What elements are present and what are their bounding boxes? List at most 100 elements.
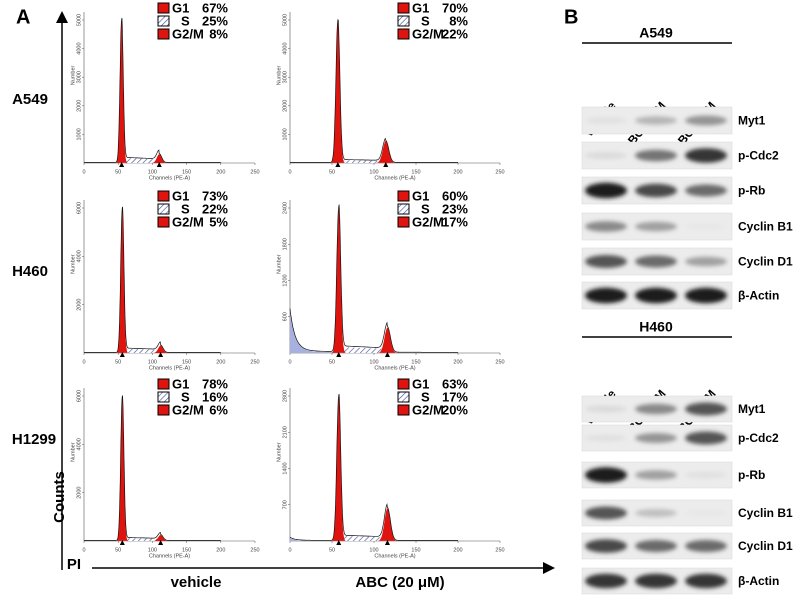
band — [685, 540, 727, 552]
peak-marker — [383, 162, 389, 167]
y-title: Number — [70, 442, 76, 462]
legend-phase: G2/M — [172, 402, 204, 417]
debris — [290, 537, 341, 541]
x-tick-label: 100 — [148, 169, 157, 175]
band — [685, 509, 727, 517]
peak-marker — [119, 352, 125, 357]
x-axis-label: PI — [67, 556, 81, 573]
protein-label: Cyclin D1 — [738, 255, 793, 269]
x-tick-label: 0 — [288, 169, 291, 175]
y-title: Number — [276, 442, 282, 462]
legend-value: 60% — [442, 188, 468, 203]
x-tick-label: 0 — [82, 547, 85, 553]
x-tick-label: 200 — [453, 359, 462, 365]
peak-marker — [336, 540, 342, 545]
x-tick-label: 100 — [369, 359, 378, 365]
legend-swatch — [157, 216, 170, 228]
band — [585, 182, 627, 199]
s-phase — [338, 347, 388, 353]
x-tick-label: 150 — [182, 359, 191, 365]
g1-peak — [116, 396, 129, 541]
s-phase — [338, 535, 388, 541]
legend-swatch — [397, 203, 410, 215]
legend-value: 20% — [442, 402, 468, 417]
band — [635, 540, 677, 552]
peak-marker — [336, 352, 342, 357]
panel-label: B — [564, 6, 578, 28]
y-tick-label: 2000 — [76, 487, 82, 499]
legend-value: 67% — [202, 0, 228, 15]
s-phase — [122, 348, 161, 353]
legend-value: 70% — [442, 0, 468, 15]
legend-swatch — [157, 15, 170, 27]
y-title: Number — [276, 254, 282, 274]
legend-phase: S — [181, 13, 190, 28]
band — [685, 256, 727, 267]
x-tick-label: 150 — [182, 169, 191, 175]
g2-peak — [377, 508, 398, 541]
protein-label: p-Rb — [738, 468, 765, 482]
x-tick-label: 50 — [329, 547, 335, 553]
protein-label: Myt1 — [738, 402, 766, 416]
x-tick-label: 50 — [115, 547, 121, 553]
x-tick-label: 150 — [411, 547, 420, 553]
y-tick-label: 1200 — [282, 274, 288, 286]
band — [585, 117, 627, 124]
peak-marker — [384, 540, 390, 545]
histogram — [84, 394, 221, 541]
protein-label: Cyclin B1 — [738, 220, 793, 234]
band — [635, 287, 677, 304]
x-tick-label: 50 — [329, 169, 335, 175]
band — [635, 403, 677, 415]
g2-peak — [377, 327, 398, 353]
legend-value: 17% — [442, 214, 468, 229]
legend-value: 22% — [202, 201, 228, 216]
legend-value: 22% — [442, 26, 468, 41]
legend-value: 63% — [442, 376, 468, 391]
protein-label: p-Cdc2 — [738, 431, 779, 445]
g2-peak — [152, 345, 169, 353]
legend-phase: G2/M — [412, 402, 444, 417]
protein-label: β-Actin — [738, 574, 779, 588]
y-tick-label: 6000 — [76, 202, 82, 214]
legend-value: 17% — [442, 389, 468, 404]
x-tick-label: 200 — [453, 547, 462, 553]
band — [685, 573, 727, 589]
y-tick-label: 1000 — [76, 128, 82, 140]
legend-phase: G2/M — [172, 214, 204, 229]
y-tick-label: 4000 — [76, 438, 82, 450]
legend-phase: S — [421, 13, 430, 28]
x-tick-label: 150 — [411, 359, 420, 365]
legend-phase: G2/M — [412, 26, 444, 41]
y-tick-label: 600 — [282, 312, 288, 321]
y-title: Number — [276, 65, 282, 85]
g2-peak — [375, 140, 396, 163]
y-tick-label: 700 — [282, 500, 288, 509]
y-tick-label: 5000 — [76, 14, 82, 26]
band — [635, 470, 677, 480]
legend-phase: S — [421, 389, 430, 404]
x-tick-label: 0 — [288, 359, 291, 365]
band — [585, 539, 627, 553]
y-tick-label: 2100 — [282, 426, 288, 438]
x-tick-label: 0 — [288, 547, 291, 553]
legend-phase: G2/M — [412, 214, 444, 229]
protein-label: Cyclin B1 — [738, 506, 793, 520]
legend-swatch — [157, 404, 170, 416]
y-tick-label: 1000 — [282, 128, 288, 140]
band — [685, 431, 727, 445]
s-phase — [122, 538, 161, 541]
x-tick-label: 250 — [495, 547, 504, 553]
row-label: H460 — [12, 263, 48, 280]
histogram — [290, 19, 458, 163]
legend-value: 73% — [202, 188, 228, 203]
band — [635, 509, 677, 517]
legend-value: 6% — [209, 402, 228, 417]
row-label: A549 — [12, 91, 48, 108]
y-tick-label: 1400 — [282, 462, 288, 474]
legend-swatch — [157, 2, 170, 14]
g1-peak — [331, 396, 347, 541]
histogram — [84, 17, 221, 163]
column-label: ABC (20 μM) — [355, 574, 444, 591]
